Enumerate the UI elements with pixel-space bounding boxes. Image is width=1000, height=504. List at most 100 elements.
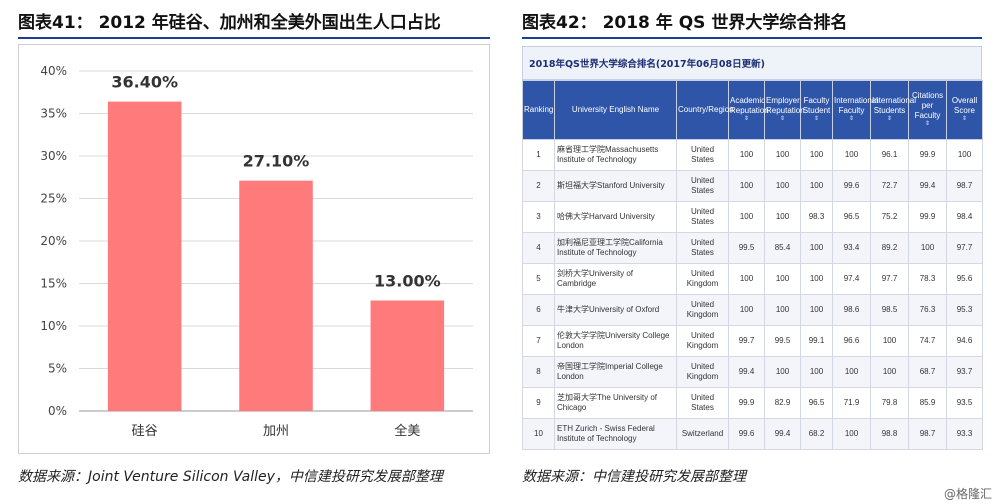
table-cell: 75.2 [870, 201, 909, 233]
table-cell: 85.9 [908, 387, 947, 419]
column-header[interactable]: International Students ⇕ [870, 80, 916, 140]
table-cell: 72.7 [870, 170, 909, 202]
qs-table-body: 1 麻省理工学院Massachusetts Institute of Techno… [522, 139, 983, 450]
table-cell: 71.9 [832, 387, 871, 419]
table-cell: United States [676, 387, 729, 419]
y-tick-label: 40% [40, 64, 67, 78]
table-cell: 99.6 [832, 170, 871, 202]
table-cell: 100 [800, 356, 833, 388]
sort-icon[interactable]: ⇕ [924, 121, 931, 128]
sort-icon[interactable]: ⇕ [886, 116, 893, 123]
table-cell: 98.5 [870, 294, 909, 326]
table-cell: 96.5 [832, 201, 871, 233]
left-source-note: 数据来源：Joint Venture Silicon Valley，中信建投研究… [18, 469, 443, 485]
table-cell: 85.4 [764, 232, 801, 264]
table-cell: 100 [764, 294, 801, 326]
table-cell: 98.6 [832, 294, 871, 326]
bar [370, 300, 445, 411]
table-cell: 93.7 [946, 356, 983, 388]
bar-value-label: 27.10% [243, 152, 310, 171]
table-cell: 100 [764, 356, 801, 388]
y-tick-label: 0% [48, 404, 67, 418]
table-cell: 5 [522, 263, 555, 295]
table-cell: 99.1 [800, 325, 833, 357]
table-cell: 95.6 [946, 263, 983, 295]
table-cell: United States [676, 170, 729, 202]
table-cell: 100 [728, 170, 765, 202]
table-cell: 99.5 [728, 232, 765, 264]
table-cell: 97.4 [832, 263, 871, 295]
table-cell: United Kingdom [676, 325, 729, 357]
table-cell: 9 [522, 387, 555, 419]
university-name-cell: 牛津大学University of Oxford [554, 294, 677, 326]
table-cell: 99.7 [728, 325, 765, 357]
table-cell: 100 [800, 170, 833, 202]
table-cell: 93.5 [946, 387, 983, 419]
column-header[interactable]: Overall Score ⇕ [946, 80, 983, 140]
table-cell: 98.4 [946, 201, 983, 233]
table-cell: 96.6 [832, 325, 871, 357]
table-cell: United Kingdom [676, 294, 729, 326]
table-cell: 98.7 [908, 418, 947, 450]
table-cell: 100 [764, 170, 801, 202]
column-header: Country/Region [676, 80, 734, 140]
table-cell: 99.6 [728, 418, 765, 450]
qs-table-title: 2018年QS世界大学综合排名(2017年06月08日更新) [522, 46, 982, 80]
table-cell: 97.7 [870, 263, 909, 295]
table-cell: 99.4 [764, 418, 801, 450]
y-tick-label: 5% [48, 362, 67, 376]
table-cell: United Kingdom [676, 263, 729, 295]
table-cell: 99.9 [728, 387, 765, 419]
column-header[interactable]: Employer Reputation ⇕ [764, 80, 805, 140]
table-row: 6 牛津大学University of Oxford United Kingdom 1… [522, 294, 983, 326]
table-cell: 98.7 [946, 170, 983, 202]
table-cell: 2 [522, 170, 555, 202]
table-cell: 93.3 [946, 418, 983, 450]
sort-icon[interactable]: ⇕ [848, 116, 855, 123]
sort-icon[interactable]: ⇕ [743, 116, 750, 123]
qs-header-row: Ranking University English Name Country/Re… [522, 80, 983, 140]
table-cell: 10 [522, 418, 555, 450]
table-cell: United States [676, 232, 729, 264]
table-cell: 100 [946, 139, 983, 171]
table-cell: 99.9 [908, 139, 947, 171]
column-header[interactable]: Citations per Faculty ⇕ [908, 80, 947, 140]
y-tick-label: 30% [40, 149, 67, 163]
table-cell: 100 [728, 201, 765, 233]
table-cell: United Kingdom [676, 356, 729, 388]
university-name-cell: 麻省理工学院Massachusetts Institute of Technol… [554, 139, 677, 171]
table-row: 5 剑桥大学University of Cambridge United Kingd… [522, 263, 983, 295]
table-cell: 93.4 [832, 232, 871, 264]
table-cell: 100 [764, 263, 801, 295]
table-cell: 68.2 [800, 418, 833, 450]
table-cell: 100 [832, 418, 871, 450]
right-panel-title: 图表42： 2018 年 QS 世界大学综合排名 [522, 13, 848, 33]
table-cell: 100 [800, 263, 833, 295]
bar-chart: 0% 5% 10% 15% 20% 25% 30% 35% 40% 36.40% 硅谷 27.10% 加… [40, 64, 473, 439]
table-row: 10 ETH Zurich - Swiss Federal Institute o… [522, 418, 983, 450]
column-header[interactable]: Academic Reputation ⇕ [728, 80, 769, 140]
table-cell: 100 [764, 139, 801, 171]
table-cell: 100 [728, 263, 765, 295]
university-name-cell: 斯坦福大学Stanford University [554, 170, 677, 202]
table-cell: 1 [522, 139, 555, 171]
table-cell: 68.7 [908, 356, 947, 388]
table-cell: United States [676, 201, 729, 233]
university-name-cell: 哈佛大学Harvard University [554, 201, 677, 233]
column-header[interactable]: Faculty Student ⇕ [800, 80, 833, 140]
sort-icon[interactable]: ⇕ [779, 116, 786, 123]
table-cell: 7 [522, 325, 555, 357]
sort-icon[interactable]: ⇕ [961, 116, 968, 123]
table-cell: 100 [832, 139, 871, 171]
table-cell: 96.1 [870, 139, 909, 171]
table-cell: Switzerland [676, 418, 729, 450]
y-tick-label: 15% [40, 277, 67, 291]
table-row: 9 芝加哥大学The University of Chicago United St… [522, 387, 983, 419]
table-cell: 8 [522, 356, 555, 388]
table-row: 8 帝国理工学院Imperial College London United Kin… [522, 356, 983, 388]
sort-icon[interactable]: ⇕ [813, 116, 820, 123]
table-cell: 79.8 [870, 387, 909, 419]
column-header[interactable]: International Faculty ⇕ [832, 80, 878, 140]
university-name-cell: ETH Zurich - Swiss Federal Institute of … [554, 418, 677, 450]
table-cell: 100 [800, 294, 833, 326]
